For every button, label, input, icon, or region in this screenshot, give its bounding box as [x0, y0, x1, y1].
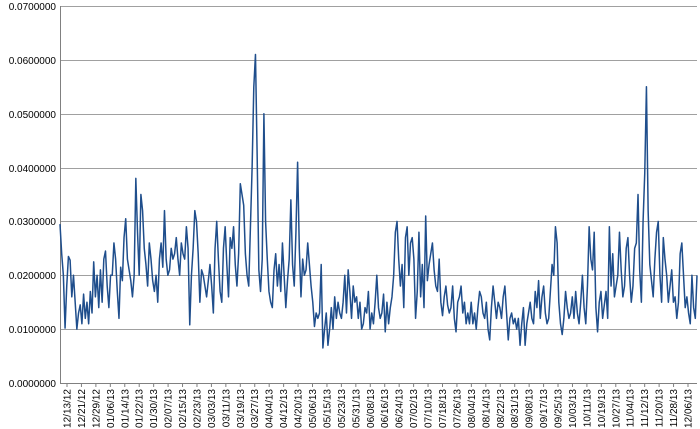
y-tick-label: 0.0300000 [9, 217, 57, 228]
y-tick-label: 0.0100000 [9, 325, 57, 336]
y-tick-label: 0.0200000 [9, 271, 57, 282]
x-tick-label: 11/28/13 [669, 389, 680, 428]
y-tick-label: 0.0500000 [9, 110, 57, 121]
x-tick-label: 01/14/13 [120, 389, 131, 428]
y-tick-label: 0.0600000 [9, 56, 57, 67]
x-tick-label: 04/20/13 [294, 389, 305, 428]
x-tick-label: 02/15/13 [178, 389, 189, 428]
x-tick-label: 06/08/13 [366, 389, 377, 428]
x-tick-label: 07/18/13 [438, 389, 449, 428]
x-tick-label: 07/02/13 [409, 389, 420, 428]
x-tick-label: 09/17/13 [539, 389, 550, 428]
x-tick-label: 12/21/12 [77, 389, 88, 428]
x-tick-label: 08/22/13 [496, 389, 507, 428]
x-tick-label: 06/24/13 [395, 389, 406, 428]
x-tick-label: 11/04/13 [626, 389, 637, 428]
x-tick-label: 02/07/13 [164, 389, 175, 428]
x-tick-label: 03/19/13 [236, 389, 247, 428]
x-tick-label: 09/25/13 [554, 389, 565, 428]
x-tick-label: 10/27/13 [611, 389, 622, 428]
x-axis-tick-labels: 12/13/12 12/21/12 12/29/12 01/06/13 01/14/13… [63, 389, 695, 428]
x-tick-label: 10/03/13 [568, 389, 579, 428]
x-tick-label: 01/06/13 [106, 389, 117, 428]
series-line [59, 53, 698, 349]
x-tick-label: 03/11/13 [221, 389, 232, 428]
x-tick-label: 01/22/13 [135, 389, 146, 428]
y-tick-label: 0.0700000 [9, 2, 57, 13]
x-tick-label: 11/12/13 [640, 389, 651, 428]
x-tick-label: 04/04/13 [265, 389, 276, 428]
series-layer [59, 53, 698, 349]
gridlines [60, 6, 697, 330]
x-tick-label: 08/14/13 [481, 389, 492, 428]
x-tick-label: 05/15/13 [322, 389, 333, 428]
x-tick-label: 07/26/13 [452, 389, 463, 428]
y-tick-label: 0.0000000 [9, 379, 57, 390]
x-tick-label: 01/30/13 [149, 389, 160, 428]
x-tick-label: 03/27/13 [250, 389, 261, 428]
x-tick-label: 12/29/12 [91, 389, 102, 428]
y-tick-label: 0.0400000 [9, 164, 57, 175]
x-tick-label: 05/23/13 [337, 389, 348, 428]
x-tick-label: 10/11/13 [582, 389, 593, 428]
x-tick-label: 08/04/13 [467, 389, 478, 428]
x-tick-label: 05/31/13 [351, 389, 362, 428]
y-axis-tick-labels: 0.0000000 0.0100000 0.0200000 0.0300000 0.04… [9, 2, 57, 390]
x-tick-label: 10/19/13 [597, 389, 608, 428]
x-tick-label: 06/16/13 [380, 389, 391, 428]
x-tick-label: 07/10/13 [424, 389, 435, 428]
x-tick-label: 09/08/13 [525, 389, 536, 428]
x-tick-label: 11/20/13 [655, 389, 666, 428]
x-tick-label: 12/13/12 [63, 389, 74, 428]
x-tick-label: 03/03/13 [207, 389, 218, 428]
x-tick-label: 05/06/13 [308, 389, 319, 428]
x-tick-label: 04/12/13 [279, 389, 290, 428]
x-tick-label: 12/06/13 [684, 389, 695, 428]
x-tick-label: 02/23/13 [192, 389, 203, 428]
axes [60, 6, 697, 387]
x-tick-label: 08/31/13 [510, 389, 521, 428]
